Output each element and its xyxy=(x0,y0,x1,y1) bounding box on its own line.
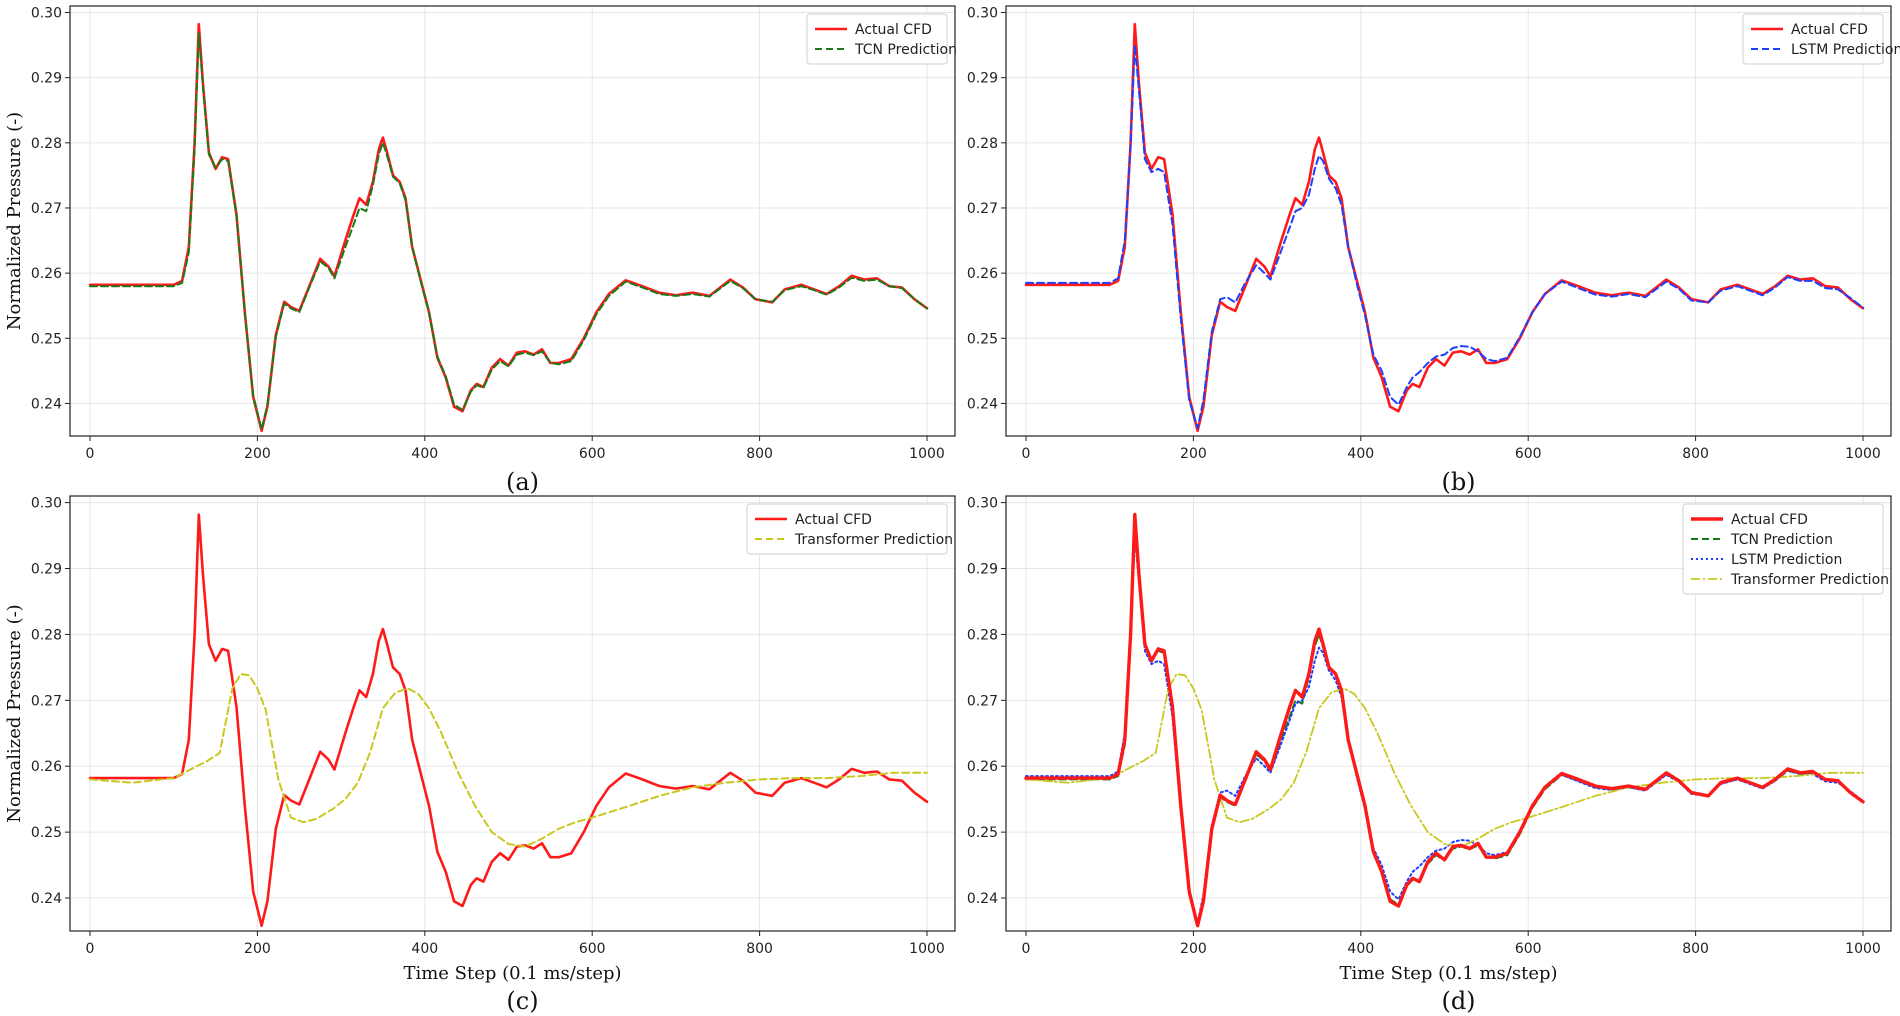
chart-panel-4: 0 200 400 600 800 1000 0.24 0.25 0.26 0.27 0.28 0.2… xyxy=(967,495,1892,1015)
legend-box xyxy=(1742,13,1884,65)
series-line-actual xyxy=(1024,512,1865,928)
y-tick-label: 0.27 xyxy=(31,201,62,217)
panel-label: (b) xyxy=(1441,468,1475,496)
x-tick-label: 1000 xyxy=(1845,941,1881,957)
x-tick-label: 800 xyxy=(1682,446,1709,462)
y-tick-label: 0.25 xyxy=(967,825,998,841)
y-tick-label: 0.28 xyxy=(31,136,62,152)
x-tick-label: 0 xyxy=(86,446,95,462)
x-tick-label: 800 xyxy=(746,446,773,462)
series-group xyxy=(1024,512,1865,928)
y-axis-title: Normalized Pressure (-) xyxy=(4,604,25,822)
x-axis-title: Time Step (0.1 ms/step) xyxy=(403,963,621,984)
legend: Actual CFD TCN Prediction xyxy=(806,13,957,65)
series-line-tcn xyxy=(89,32,928,431)
legend: Actual CFD LSTM Prediction xyxy=(1742,13,1900,65)
x-axis-title: Time Step (0.1 ms/step) xyxy=(1339,963,1557,984)
x-tick-label: 800 xyxy=(746,941,773,957)
chart-panel-1: 0 200 400 600 800 1000 0.24 0.25 0.26 0.27 0.28 0.2… xyxy=(4,5,957,496)
y-tick-label: 0.29 xyxy=(967,71,998,87)
y-tick-label: 0.27 xyxy=(31,693,62,709)
y-tick-label: 0.29 xyxy=(31,71,62,87)
series-line-actual xyxy=(88,22,929,433)
legend-box xyxy=(746,503,948,555)
x-tick-label: 600 xyxy=(579,941,606,957)
y-tick-label: 0.30 xyxy=(967,496,998,512)
x-tick-label: 800 xyxy=(1682,941,1709,957)
x-tick-label: 1000 xyxy=(909,446,945,462)
plot-frame xyxy=(1005,495,1892,932)
legend-box xyxy=(1682,503,1884,595)
x-tick-label: 200 xyxy=(1180,446,1207,462)
series-line-transformer xyxy=(89,673,928,848)
y-tick-label: 0.25 xyxy=(31,331,62,347)
y-tick-label: 0.26 xyxy=(31,266,62,282)
y-tick-label: 0.28 xyxy=(31,627,62,643)
x-tick-label: 400 xyxy=(411,941,438,957)
y-tick-label: 0.27 xyxy=(967,693,998,709)
y-tick-label: 0.30 xyxy=(967,6,998,22)
y-tick-label: 0.26 xyxy=(967,759,998,775)
legend-label-lstm: LSTM Prediction xyxy=(1731,552,1842,568)
y-tick-label: 0.26 xyxy=(31,759,62,775)
y-tick-label: 0.30 xyxy=(31,496,62,512)
y-tick-label: 0.26 xyxy=(967,266,998,282)
x-tick-label: 1000 xyxy=(1845,446,1881,462)
y-tick-label: 0.29 xyxy=(31,562,62,578)
y-tick-label: 0.24 xyxy=(31,891,62,907)
x-tick-label: 200 xyxy=(244,446,271,462)
series-line-lstm xyxy=(1025,44,1864,430)
plot-frame xyxy=(69,495,956,932)
series-line-actual xyxy=(1024,22,1865,433)
panel-label: (c) xyxy=(506,987,538,1015)
panel-label: (d) xyxy=(1441,987,1475,1015)
y-tick-label: 0.28 xyxy=(967,136,998,152)
y-tick-label: 0.25 xyxy=(31,825,62,841)
x-tick-label: 0 xyxy=(1022,446,1031,462)
x-tick-label: 600 xyxy=(1515,446,1542,462)
legend-label-actual: Actual CFD xyxy=(855,22,932,38)
legend-label-lstm: LSTM Prediction xyxy=(1791,42,1900,58)
chart-panel-3: 0 200 400 600 800 1000 0.24 0.25 0.26 0.27 0.28 0.2… xyxy=(4,495,956,1015)
x-tick-label: 400 xyxy=(411,446,438,462)
x-tick-label: 0 xyxy=(1022,941,1031,957)
legend-label-transformer: Transformer Prediction xyxy=(794,532,953,548)
x-tick-label: 0 xyxy=(86,941,95,957)
plot-frame xyxy=(69,5,956,437)
y-tick-label: 0.30 xyxy=(31,6,62,22)
legend: Actual CFD Transformer Prediction xyxy=(746,503,953,555)
y-tick-label: 0.24 xyxy=(967,396,998,412)
x-tick-label: 600 xyxy=(1515,941,1542,957)
x-tick-label: 200 xyxy=(1180,941,1207,957)
series-line-transformer xyxy=(1025,673,1864,848)
y-tick-label: 0.25 xyxy=(967,331,998,347)
x-tick-label: 600 xyxy=(579,446,606,462)
x-tick-label: 400 xyxy=(1347,941,1374,957)
legend-label-actual: Actual CFD xyxy=(795,512,872,528)
y-tick-label: 0.24 xyxy=(31,396,62,412)
y-tick-label: 0.29 xyxy=(967,562,998,578)
legend-label-tcn: TCN Prediction xyxy=(854,42,957,58)
y-tick-label: 0.24 xyxy=(967,891,998,907)
series-group xyxy=(88,22,929,433)
y-tick-label: 0.27 xyxy=(967,201,998,217)
x-tick-label: 200 xyxy=(244,941,271,957)
plot-frame xyxy=(1005,5,1892,437)
series-line-actual xyxy=(88,513,929,928)
legend: Actual CFD TCN Prediction LSTM Prediction T… xyxy=(1682,503,1889,595)
x-tick-label: 400 xyxy=(1347,446,1374,462)
chart-panel-2: 0 200 400 600 800 1000 0.24 0.25 0.26 0.27 0.28 0.2… xyxy=(967,5,1900,496)
y-tick-label: 0.28 xyxy=(967,627,998,643)
series-group xyxy=(88,513,929,928)
legend-label-transformer: Transformer Prediction xyxy=(1730,572,1889,588)
legend-box xyxy=(806,13,948,65)
legend-label-actual: Actual CFD xyxy=(1791,22,1868,38)
series-group xyxy=(1024,22,1865,433)
legend-label-tcn: TCN Prediction xyxy=(1730,532,1833,548)
panel-label: (a) xyxy=(506,468,539,496)
legend-label-actual: Actual CFD xyxy=(1731,512,1808,528)
y-axis-title: Normalized Pressure (-) xyxy=(4,112,25,330)
x-tick-label: 1000 xyxy=(909,941,945,957)
